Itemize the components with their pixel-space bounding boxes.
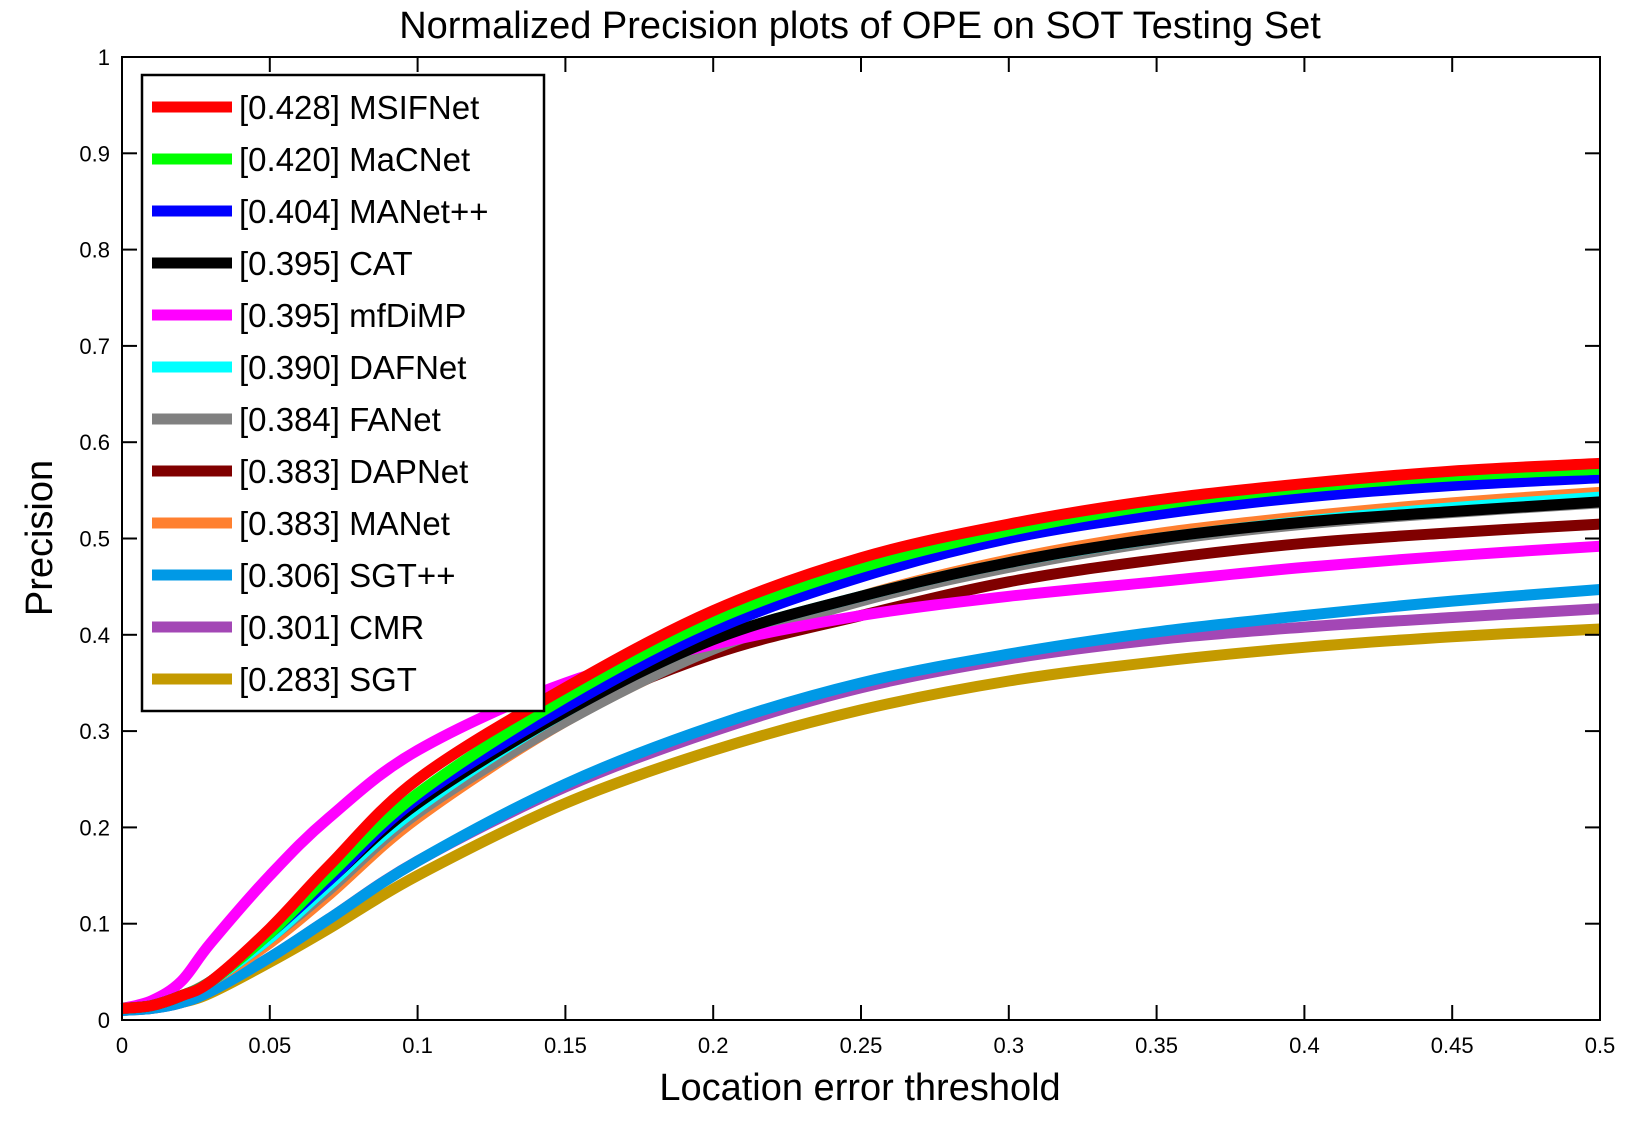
legend-entry-label: [0.428] MSIFNet — [239, 89, 479, 126]
y-axis-label: Precision — [19, 460, 61, 616]
legend-entry-label: [0.395] mfDiMP — [239, 297, 466, 334]
x-tick-label: 0.4 — [1289, 1033, 1320, 1058]
y-tick-label: 0.3 — [79, 719, 110, 744]
y-tick-label: 0.8 — [79, 238, 110, 263]
y-tick-label: 0.4 — [79, 623, 110, 648]
y-tick-label: 0 — [98, 1008, 110, 1033]
legend-entry-label: [0.306] SGT++ — [239, 557, 455, 594]
legend-entry-label: [0.404] MANet++ — [239, 193, 488, 230]
series-layer — [120, 457, 1601, 1016]
legend-box — [140, 73, 546, 713]
y-tick-label: 0.5 — [79, 527, 110, 552]
chart-title: Normalized Precision plots of OPE on SOT… — [399, 5, 1321, 47]
y-tick-label: 0.2 — [79, 815, 110, 840]
x-tick-label: 0.25 — [840, 1033, 883, 1058]
legend: [0.428] MSIFNet [0.420] MaCNet [0.404] MAN… — [140, 73, 546, 713]
axes-layer: 0 0.05 0.1 0.15 0.2 0.25 0.3 0.35 0.4 0.45 0.5 0 0.1… — [79, 45, 1615, 1058]
legend-entry-label: [0.420] MaCNet — [239, 141, 470, 178]
x-axis-label: Location error threshold — [659, 1067, 1060, 1109]
series-line-sgt- — [121, 584, 1601, 1016]
legend-entry-label: [0.395] CAT — [239, 245, 413, 282]
x-tick-label: 0.2 — [698, 1033, 729, 1058]
x-tick-label: 0.05 — [248, 1033, 291, 1058]
legend-entry-label: [0.384] FANet — [239, 401, 441, 438]
x-tick-label: 0.45 — [1431, 1033, 1474, 1058]
y-tick-label: 0.6 — [79, 430, 110, 455]
x-tick-label: 0.5 — [1585, 1033, 1616, 1058]
y-tick-label: 1 — [98, 45, 110, 70]
x-tick-label: 0 — [116, 1033, 128, 1058]
legend-entry-label: [0.283] SGT — [239, 661, 417, 698]
legend-entry-label: [0.390] DAFNet — [239, 349, 466, 386]
x-tick-label: 0.3 — [994, 1033, 1025, 1058]
y-tick-label: 0.7 — [79, 334, 110, 359]
legend-entry-label: [0.383] DAPNet — [239, 453, 468, 490]
x-tick-label: 0.1 — [402, 1033, 433, 1058]
x-tick-label: 0.15 — [544, 1033, 587, 1058]
legend-entry-label: [0.383] MANet — [239, 505, 450, 542]
legend-entry-label: [0.301] CMR — [239, 609, 424, 646]
series-line-msifnet — [121, 457, 1601, 1014]
y-tick-label: 0.9 — [79, 141, 110, 166]
x-tick-label: 0.35 — [1135, 1033, 1178, 1058]
y-tick-label: 0.1 — [79, 912, 110, 937]
